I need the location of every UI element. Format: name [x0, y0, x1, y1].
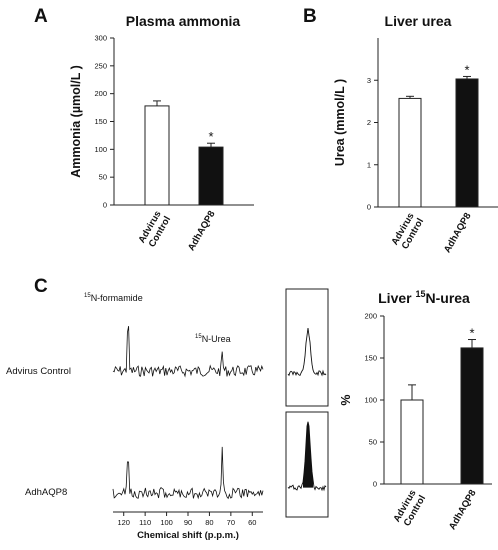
- significance-marker: *: [208, 129, 213, 144]
- inset-adhaqp8-trace: [287, 421, 327, 492]
- chart-title-a: Plasma ammonia: [126, 13, 241, 29]
- series-label-advirus-control: Advirus Control: [6, 366, 71, 377]
- chart-title-b: Liver urea: [385, 13, 452, 29]
- bar: [400, 399, 424, 485]
- panel-letter-a: A: [34, 6, 48, 27]
- chart-title-main: Liver: [378, 290, 415, 306]
- y-tick-label: 2: [367, 118, 371, 127]
- y-tick-label: 100: [94, 145, 107, 154]
- x-axis-label-spectrum: Chemical shift (p.p.m.): [137, 530, 239, 541]
- x-tick-label: 120: [117, 518, 130, 527]
- y-tick-label: 250: [94, 61, 107, 70]
- significance-marker: *: [469, 326, 474, 341]
- peak-label: 15N-formamide: [84, 293, 143, 303]
- y-axis-label-a: Ammonia (µmol/L ): [69, 65, 83, 178]
- y-tick-label: 1: [367, 160, 371, 169]
- y-tick-label: 50: [369, 438, 377, 447]
- panel-letter-b: B: [303, 6, 317, 27]
- series-label-adhaqp8: AdhAQP8: [25, 487, 67, 498]
- x-category-label: AdvirusControl: [389, 211, 426, 253]
- y-tick-label: 100: [364, 396, 377, 405]
- y-tick-label: 200: [94, 89, 107, 98]
- x-category-label: AdhAQP8: [186, 209, 218, 253]
- x-tick-label: 90: [184, 518, 192, 527]
- y-tick-label: 3: [367, 76, 371, 85]
- spectrum-adhaqp8: [112, 446, 264, 500]
- y-tick-label: 150: [94, 117, 107, 126]
- y-tick-label: 300: [94, 34, 107, 43]
- y-tick-label: 0: [373, 480, 377, 489]
- chart-title-c: Liver 15N-urea: [378, 289, 470, 306]
- inset-advirus-control-trace: [287, 328, 327, 377]
- bar: [455, 78, 479, 208]
- peak-label-sup: 15: [84, 293, 91, 299]
- spectrum-advirus-control: [112, 326, 264, 378]
- bar: [198, 146, 224, 206]
- x-tick-label: 100: [160, 518, 173, 527]
- x-tick-label: 110: [139, 518, 151, 527]
- x-category-label: AdvirusControl: [136, 209, 173, 251]
- x-category-label: AdhAQP8: [442, 211, 474, 255]
- x-tick-label: 70: [227, 518, 235, 527]
- x-tick-label: 60: [248, 518, 256, 527]
- peak-label-text: N-Urea: [202, 334, 231, 344]
- peak-label: 15N-Urea: [195, 334, 231, 344]
- bar: [398, 97, 422, 208]
- x-category-label: AdvirusControl: [391, 488, 428, 530]
- bar: [144, 105, 170, 206]
- chart-title-sup: 15: [415, 289, 425, 299]
- y-tick-label: 150: [364, 354, 377, 363]
- chart-title-tail: N-urea: [426, 290, 471, 306]
- y-axis-label-c: %: [339, 394, 353, 405]
- x-category-label: AdhAQP8: [447, 488, 479, 532]
- y-tick-label: 0: [367, 203, 371, 212]
- bar: [460, 347, 484, 485]
- peak-label-text: N-formamide: [91, 293, 143, 303]
- panel-letter-c: C: [34, 276, 48, 297]
- y-tick-label: 0: [103, 201, 107, 210]
- y-axis-label-b: Urea (mmol/L ): [333, 79, 347, 166]
- inset-adhaqp8-peak-area: [303, 421, 313, 488]
- y-tick-label: 50: [99, 173, 107, 182]
- inset-advirus-control-frame: [285, 288, 329, 407]
- significance-marker: *: [464, 62, 469, 77]
- y-tick-label: 200: [364, 312, 377, 321]
- inset-adhaqp8-frame: [285, 411, 329, 518]
- x-tick-label: 80: [205, 518, 213, 527]
- peak-label-sup: 15: [195, 334, 202, 340]
